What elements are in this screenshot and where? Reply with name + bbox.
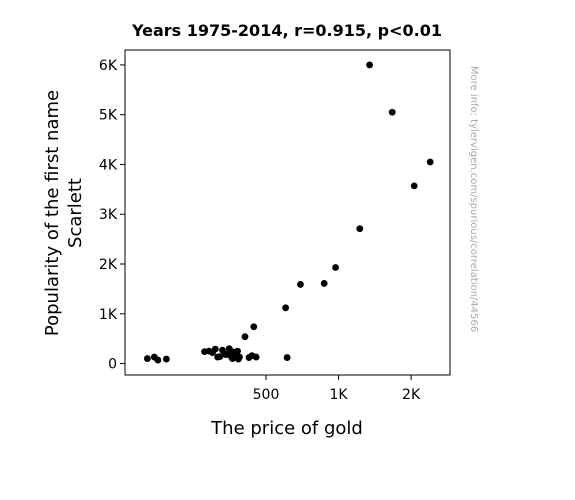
y-tick-label: 3K (99, 207, 118, 223)
y-tick-label: 2K (99, 257, 118, 273)
data-point (356, 225, 364, 233)
y-tick-label: 1K (99, 307, 118, 323)
plot-area (124, 49, 451, 376)
data-point (366, 61, 373, 69)
x-tick-label: 2K (402, 387, 421, 403)
data-point (252, 353, 260, 361)
data-point (426, 158, 434, 166)
y-tick-label: 6K (99, 58, 118, 74)
data-point (241, 333, 249, 341)
data-point (143, 355, 151, 362)
source-watermark: More info: tylervigen.com/spurious/corre… (468, 66, 479, 332)
y-tick-label: 5K (99, 108, 118, 124)
data-point (236, 353, 243, 361)
data-point (211, 345, 219, 353)
data-point (410, 182, 418, 190)
data-points (143, 61, 434, 364)
data-point (282, 304, 290, 312)
y-axis-label-line-2: Scarlett (65, 178, 86, 248)
data-point (234, 347, 241, 355)
data-point (154, 356, 162, 364)
x-axis: 500 1K 2K (253, 375, 421, 403)
x-tick-label: 500 (253, 387, 280, 403)
data-point (388, 108, 396, 116)
y-tick-label: 0 (108, 357, 117, 373)
y-axis: 0 1K 2K 3K 4K 5K 6K (99, 58, 125, 373)
data-point (332, 264, 339, 271)
data-point (162, 355, 170, 363)
y-tick-label: 4K (99, 157, 118, 173)
data-point (250, 323, 258, 331)
chart-title: Years 1975-2014, r=0.915, p<0.01 (131, 21, 442, 40)
data-point (216, 353, 224, 360)
y-axis-label-line-1: Popularity of the first name (42, 90, 63, 336)
data-point (283, 354, 291, 361)
x-axis-label: The price of gold (210, 418, 363, 439)
data-point (297, 281, 304, 288)
x-tick-label: 1K (330, 387, 349, 403)
data-point (320, 280, 328, 287)
